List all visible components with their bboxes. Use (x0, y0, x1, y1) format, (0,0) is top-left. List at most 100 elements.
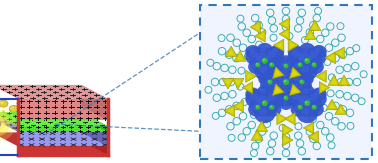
Polygon shape (329, 103, 335, 108)
Ellipse shape (0, 101, 4, 104)
Polygon shape (319, 82, 330, 94)
Ellipse shape (280, 62, 287, 68)
Polygon shape (290, 84, 301, 95)
Ellipse shape (276, 58, 280, 61)
Ellipse shape (72, 101, 76, 104)
Polygon shape (326, 99, 338, 110)
Ellipse shape (265, 77, 272, 83)
Ellipse shape (274, 58, 287, 69)
Ellipse shape (283, 79, 289, 85)
Ellipse shape (248, 102, 265, 117)
Ellipse shape (288, 89, 309, 108)
Ellipse shape (298, 52, 310, 63)
Ellipse shape (299, 63, 301, 65)
Ellipse shape (263, 101, 265, 103)
Polygon shape (288, 116, 293, 122)
Ellipse shape (272, 83, 276, 86)
Ellipse shape (302, 79, 305, 82)
Ellipse shape (277, 81, 286, 89)
Ellipse shape (284, 74, 287, 77)
Polygon shape (81, 118, 108, 146)
Polygon shape (284, 137, 290, 143)
Ellipse shape (306, 47, 327, 66)
Ellipse shape (249, 51, 258, 58)
Polygon shape (242, 82, 253, 94)
Ellipse shape (292, 81, 302, 90)
Ellipse shape (258, 74, 271, 85)
Ellipse shape (255, 105, 260, 110)
Ellipse shape (268, 80, 270, 82)
Ellipse shape (269, 88, 284, 101)
Ellipse shape (278, 76, 282, 80)
Polygon shape (290, 67, 301, 78)
Polygon shape (279, 116, 284, 122)
Ellipse shape (245, 47, 266, 66)
Ellipse shape (281, 78, 288, 83)
Ellipse shape (264, 78, 271, 84)
Ellipse shape (307, 59, 324, 74)
Ellipse shape (264, 83, 276, 94)
Polygon shape (235, 80, 241, 86)
Ellipse shape (269, 74, 282, 85)
Ellipse shape (274, 57, 283, 65)
Ellipse shape (250, 90, 280, 117)
Ellipse shape (298, 85, 303, 89)
Polygon shape (258, 33, 263, 39)
Ellipse shape (256, 106, 258, 107)
Ellipse shape (265, 79, 268, 82)
Ellipse shape (261, 74, 279, 90)
Ellipse shape (277, 90, 295, 106)
Ellipse shape (308, 56, 313, 60)
Ellipse shape (245, 88, 260, 101)
Polygon shape (275, 70, 281, 76)
Ellipse shape (306, 54, 318, 65)
Ellipse shape (53, 100, 62, 107)
Ellipse shape (281, 95, 284, 98)
Ellipse shape (280, 94, 287, 100)
Ellipse shape (297, 79, 300, 82)
Ellipse shape (93, 112, 96, 115)
Ellipse shape (254, 104, 275, 123)
Ellipse shape (276, 97, 286, 106)
Ellipse shape (261, 76, 266, 80)
Ellipse shape (286, 65, 296, 74)
Polygon shape (279, 28, 290, 40)
Ellipse shape (290, 73, 299, 81)
Ellipse shape (276, 65, 286, 74)
Ellipse shape (294, 105, 301, 111)
Ellipse shape (312, 62, 317, 67)
Ellipse shape (277, 60, 282, 64)
Ellipse shape (268, 62, 275, 68)
Ellipse shape (268, 105, 275, 111)
Ellipse shape (311, 62, 317, 68)
Ellipse shape (287, 95, 290, 98)
Polygon shape (282, 31, 288, 37)
Polygon shape (288, 39, 299, 51)
Ellipse shape (289, 57, 298, 65)
Ellipse shape (280, 99, 292, 110)
Ellipse shape (312, 105, 317, 110)
Ellipse shape (288, 60, 293, 64)
Ellipse shape (56, 112, 60, 115)
Ellipse shape (301, 66, 309, 73)
Ellipse shape (285, 94, 292, 100)
Ellipse shape (278, 75, 294, 89)
Ellipse shape (256, 95, 268, 105)
Polygon shape (341, 79, 347, 84)
Ellipse shape (0, 100, 8, 107)
Ellipse shape (0, 106, 16, 142)
Ellipse shape (280, 83, 291, 93)
Ellipse shape (297, 62, 318, 81)
Ellipse shape (296, 78, 303, 84)
Polygon shape (282, 134, 293, 146)
Ellipse shape (37, 111, 46, 118)
Ellipse shape (277, 58, 295, 74)
Ellipse shape (251, 62, 258, 68)
Ellipse shape (64, 106, 68, 110)
Ellipse shape (284, 80, 286, 82)
Ellipse shape (297, 54, 309, 65)
Ellipse shape (310, 93, 318, 100)
Polygon shape (273, 84, 284, 95)
Ellipse shape (91, 111, 101, 118)
Ellipse shape (307, 74, 310, 77)
